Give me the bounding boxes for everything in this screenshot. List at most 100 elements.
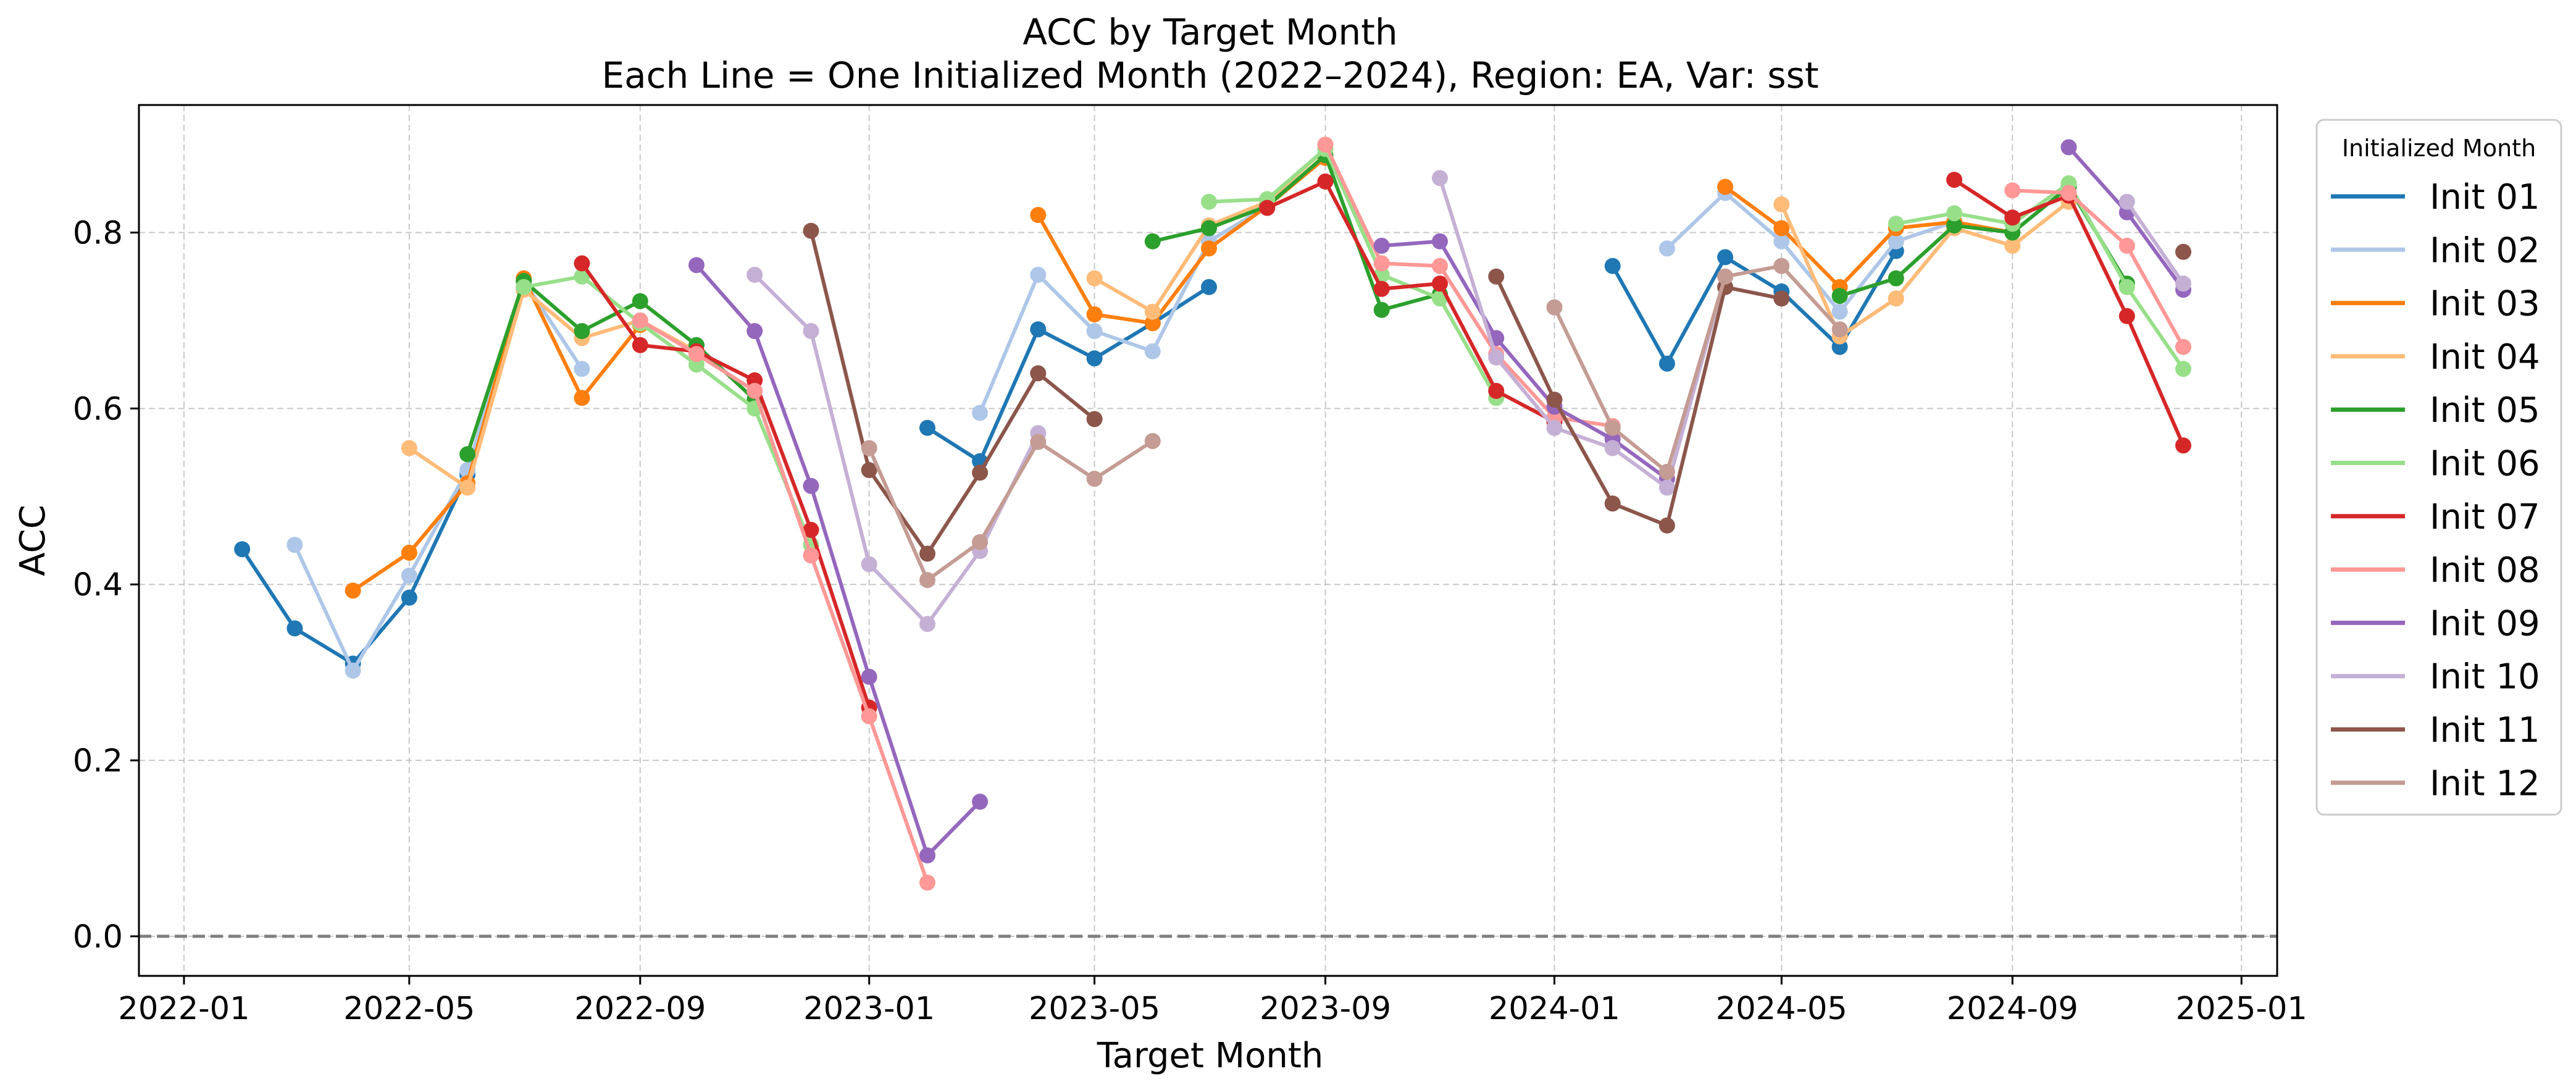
x-tick-label: 2024-09 xyxy=(1947,991,2078,1027)
legend-items: Init 01 Init 02 Init 03 Init 04 Init 05 Init … xyxy=(2331,177,2540,804)
data-point xyxy=(1030,365,1047,382)
series-line xyxy=(2012,188,2185,348)
series-line xyxy=(639,319,929,883)
data-point xyxy=(1144,315,1161,332)
x-axis-ticks: 2022-01 2022-05 2022-09 2023-01 2023-05 2023-… xyxy=(118,976,2307,1027)
data-point xyxy=(401,589,417,606)
series-line xyxy=(1896,181,2185,371)
data-point xyxy=(459,479,476,496)
data-point xyxy=(1888,270,1904,287)
series-line xyxy=(926,285,1210,463)
x-tick-label: 2022-05 xyxy=(343,991,475,1027)
data-point xyxy=(1658,240,1675,257)
data-point xyxy=(972,405,989,421)
data-point xyxy=(1432,258,1448,274)
data-point xyxy=(2175,361,2191,377)
data-point xyxy=(632,293,648,309)
legend-label: Init 08 xyxy=(2430,550,2540,590)
data-point xyxy=(972,464,989,481)
data-point xyxy=(632,337,648,353)
data-point xyxy=(1373,255,1390,272)
data-point xyxy=(2004,237,2021,254)
data-point xyxy=(746,323,763,339)
data-point xyxy=(1432,170,1448,187)
x-tick-label: 2022-09 xyxy=(574,991,706,1027)
data-point xyxy=(2175,338,2191,355)
series-init-10 xyxy=(746,170,2191,632)
data-point xyxy=(1086,471,1103,487)
legend-label: Init 12 xyxy=(2430,763,2540,804)
data-point xyxy=(1488,382,1505,399)
series-line xyxy=(2125,200,2185,285)
x-tick-label: 2024-05 xyxy=(1716,991,1847,1027)
data-point xyxy=(1201,220,1217,237)
chart-title: ACC by Target Month xyxy=(1022,11,1397,53)
data-point xyxy=(1030,207,1047,223)
legend-label: Init 06 xyxy=(2430,444,2540,484)
data-point xyxy=(1086,323,1103,339)
data-point xyxy=(1946,205,1963,222)
data-point xyxy=(1831,321,1848,338)
y-tick-label: 0.6 xyxy=(73,391,123,427)
data-point xyxy=(803,323,819,339)
data-point xyxy=(401,440,417,456)
data-point xyxy=(803,477,819,494)
data-point xyxy=(234,541,251,558)
data-point xyxy=(1086,350,1103,367)
data-point xyxy=(1030,321,1047,338)
series-line xyxy=(1779,200,2070,338)
x-tick-label: 2023-05 xyxy=(1029,991,1160,1027)
legend-label: Init 07 xyxy=(2430,497,2540,537)
data-point xyxy=(2004,182,2021,199)
y-axis-label: ACC xyxy=(13,505,53,576)
data-point xyxy=(919,419,935,436)
y-tick-label: 0.0 xyxy=(73,919,123,956)
data-point xyxy=(2175,243,2191,260)
data-point xyxy=(919,847,935,863)
data-point xyxy=(286,537,303,553)
data-point xyxy=(1086,411,1103,427)
x-tick-label: 2022-01 xyxy=(118,991,249,1027)
data-point xyxy=(345,582,361,599)
series-line xyxy=(1494,275,1782,527)
data-point xyxy=(1946,172,1963,188)
data-point xyxy=(2118,308,2135,324)
data-point xyxy=(919,875,935,891)
legend-frame xyxy=(2315,119,2562,816)
data-point xyxy=(688,257,705,274)
series-init-11 xyxy=(803,222,2191,562)
x-tick-label: 2024-01 xyxy=(1489,991,1620,1027)
data-point xyxy=(803,547,819,564)
data-point xyxy=(1373,280,1390,297)
data-point xyxy=(1259,200,1276,216)
data-point xyxy=(574,361,590,377)
data-point xyxy=(1373,301,1390,318)
series-line xyxy=(978,204,1268,414)
data-point xyxy=(1086,270,1103,287)
series-line xyxy=(695,264,982,857)
data-point xyxy=(1201,193,1217,210)
data-point xyxy=(574,268,590,285)
data-point xyxy=(861,708,877,724)
legend-label: Init 01 xyxy=(2430,177,2540,217)
data-point xyxy=(972,794,989,810)
data-point xyxy=(574,390,590,406)
data-point xyxy=(1546,299,1563,316)
data-point xyxy=(574,323,590,339)
data-point xyxy=(516,279,532,295)
data-point xyxy=(1717,178,1734,195)
y-tick-label: 0.8 xyxy=(73,216,123,252)
data-point xyxy=(1604,440,1621,456)
data-point xyxy=(1773,220,1790,237)
y-axis-ticks: 0.0 0.2 0.4 0.6 0.8 xyxy=(73,216,139,956)
data-point xyxy=(1373,237,1390,254)
data-point xyxy=(1144,433,1161,450)
x-tick-label: 2023-01 xyxy=(803,991,935,1027)
data-point xyxy=(2175,275,2191,292)
data-point xyxy=(1888,233,1904,250)
data-point xyxy=(1717,249,1734,266)
data-point xyxy=(746,382,763,399)
data-point xyxy=(1086,306,1103,322)
series-line xyxy=(1208,147,1498,399)
